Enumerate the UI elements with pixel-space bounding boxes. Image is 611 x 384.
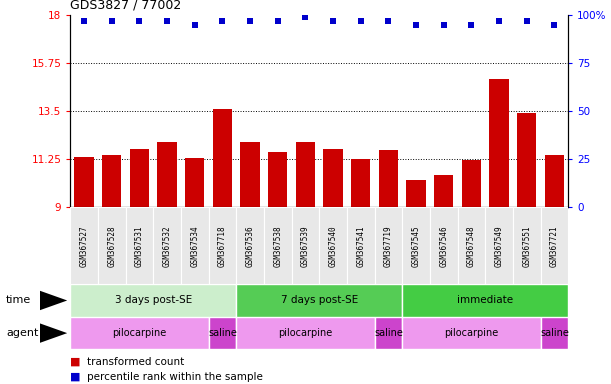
Polygon shape [40, 323, 67, 343]
Bar [462, 161, 481, 207]
Bar [458, 207, 485, 284]
Point [190, 22, 200, 28]
Text: GSM367531: GSM367531 [135, 225, 144, 266]
Bar [236, 284, 402, 317]
Bar [102, 155, 122, 207]
Text: saline: saline [208, 328, 237, 338]
Text: GSM367538: GSM367538 [273, 225, 282, 266]
Text: GSM367548: GSM367548 [467, 225, 476, 266]
Text: 7 days post-SE: 7 days post-SE [280, 295, 358, 306]
Bar [291, 207, 320, 284]
Bar [98, 207, 126, 284]
Bar [402, 317, 541, 349]
Bar [430, 207, 458, 284]
Bar [434, 175, 453, 207]
Bar [541, 207, 568, 284]
Point [245, 18, 255, 24]
Bar [126, 207, 153, 284]
Point [439, 22, 448, 28]
Bar [158, 142, 177, 207]
Bar [240, 142, 260, 207]
Point [301, 14, 310, 20]
Bar [545, 155, 564, 207]
Bar [296, 142, 315, 207]
Bar [181, 207, 208, 284]
Text: GSM367536: GSM367536 [246, 225, 255, 266]
Text: immediate: immediate [457, 295, 513, 306]
Text: GSM367551: GSM367551 [522, 225, 531, 266]
Text: GSM367721: GSM367721 [550, 225, 559, 266]
Bar [517, 114, 536, 207]
Bar [489, 79, 509, 207]
Bar [213, 109, 232, 207]
Text: ■: ■ [70, 356, 84, 367]
Point [356, 18, 365, 24]
Bar [208, 207, 236, 284]
Bar [208, 317, 236, 349]
Text: GSM367527: GSM367527 [79, 225, 89, 266]
Bar [75, 157, 93, 207]
Bar [185, 158, 205, 207]
Text: GDS3827 / 77002: GDS3827 / 77002 [70, 0, 181, 12]
Text: saline: saline [540, 328, 569, 338]
Bar [70, 317, 208, 349]
Text: GSM367541: GSM367541 [356, 225, 365, 266]
Text: pilocarpine: pilocarpine [112, 328, 167, 338]
Text: GSM367718: GSM367718 [218, 225, 227, 266]
Bar [485, 207, 513, 284]
Text: pilocarpine: pilocarpine [444, 328, 499, 338]
Point [467, 22, 477, 28]
Bar [236, 207, 264, 284]
Bar [541, 317, 568, 349]
Text: percentile rank within the sample: percentile rank within the sample [87, 372, 263, 382]
Bar [236, 317, 375, 349]
Bar [347, 207, 375, 284]
Bar [264, 207, 291, 284]
Bar [402, 284, 568, 317]
Bar [323, 149, 343, 207]
Text: ■: ■ [70, 372, 84, 382]
Bar [375, 207, 402, 284]
Text: GSM367545: GSM367545 [412, 225, 420, 266]
Bar [130, 149, 149, 207]
Bar [70, 284, 236, 317]
Point [162, 18, 172, 24]
Polygon shape [40, 291, 67, 310]
Text: transformed count: transformed count [87, 356, 185, 367]
Bar [268, 152, 287, 207]
Bar [351, 159, 370, 207]
Bar [402, 207, 430, 284]
Bar [320, 207, 347, 284]
Text: GSM367719: GSM367719 [384, 225, 393, 266]
Bar [153, 207, 181, 284]
Point [273, 18, 283, 24]
Text: time: time [6, 295, 31, 306]
Point [218, 18, 227, 24]
Bar [375, 317, 402, 349]
Text: agent: agent [6, 328, 38, 338]
Bar [406, 180, 426, 207]
Point [411, 22, 421, 28]
Text: GSM367540: GSM367540 [329, 225, 338, 266]
Text: GSM367532: GSM367532 [163, 225, 172, 266]
Point [107, 18, 117, 24]
Text: GSM367528: GSM367528 [108, 225, 116, 266]
Point [522, 18, 532, 24]
Point [494, 18, 504, 24]
Bar [70, 207, 98, 284]
Bar [513, 207, 541, 284]
Text: GSM367549: GSM367549 [494, 225, 503, 266]
Bar [379, 150, 398, 207]
Point [134, 18, 144, 24]
Text: saline: saline [374, 328, 403, 338]
Point [384, 18, 393, 24]
Text: pilocarpine: pilocarpine [278, 328, 332, 338]
Text: GSM367539: GSM367539 [301, 225, 310, 266]
Text: GSM367534: GSM367534 [190, 225, 199, 266]
Point [79, 18, 89, 24]
Point [328, 18, 338, 24]
Text: GSM367546: GSM367546 [439, 225, 448, 266]
Point [549, 22, 559, 28]
Text: 3 days post-SE: 3 days post-SE [115, 295, 192, 306]
